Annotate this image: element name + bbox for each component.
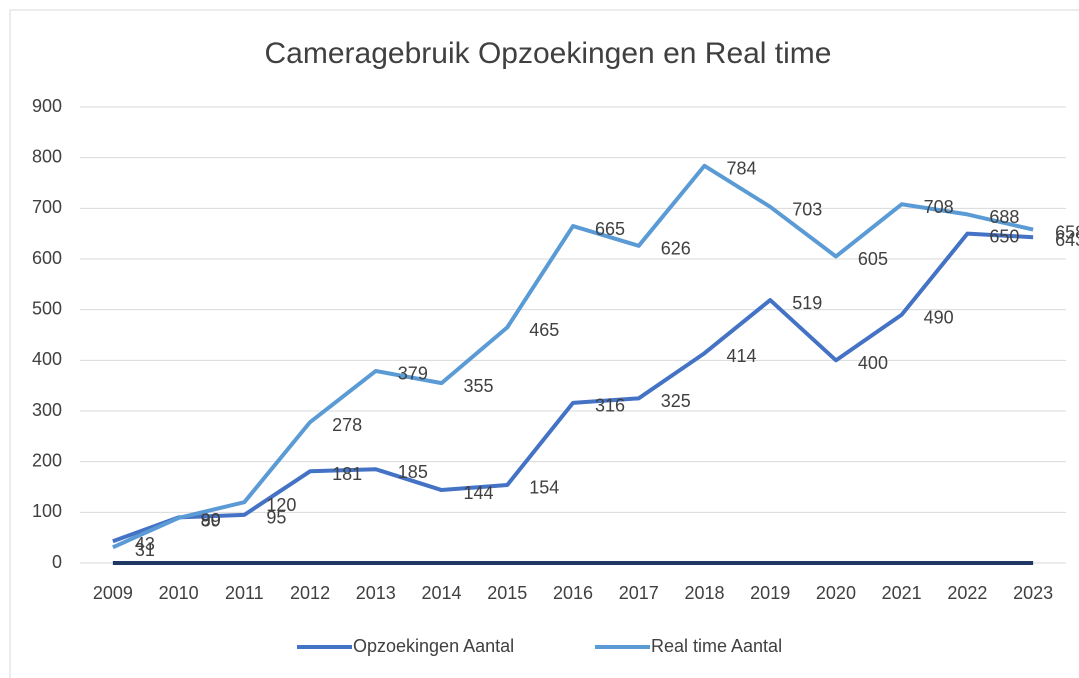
data-label: 708 bbox=[924, 197, 954, 217]
series-line bbox=[112, 163, 1034, 550]
data-label: 490 bbox=[924, 307, 954, 327]
x-tick-label: 2015 bbox=[487, 583, 527, 603]
data-label: 414 bbox=[726, 346, 756, 366]
data-label: 185 bbox=[398, 462, 428, 482]
chart-title: Cameragebruik Opzoekingen en Real time bbox=[265, 37, 832, 70]
data-label: 688 bbox=[989, 207, 1019, 227]
y-tick-label: 800 bbox=[32, 146, 62, 166]
data-label: 400 bbox=[858, 353, 888, 373]
data-label: 43 bbox=[135, 534, 155, 554]
data-label: 379 bbox=[398, 364, 428, 384]
x-tick-label: 2009 bbox=[93, 583, 133, 603]
x-tick-label: 2020 bbox=[816, 583, 856, 603]
y-tick-label: 500 bbox=[32, 298, 62, 318]
x-tick-label: 2017 bbox=[619, 583, 659, 603]
x-tick-label: 2018 bbox=[684, 583, 724, 603]
data-label: 31 bbox=[135, 540, 155, 560]
data-label: 181 bbox=[332, 464, 362, 484]
x-tick-label: 2012 bbox=[290, 583, 330, 603]
data-label: 658 bbox=[1055, 222, 1079, 242]
x-tick-label: 2013 bbox=[356, 583, 396, 603]
x-tick-label: 2021 bbox=[882, 583, 922, 603]
data-label: 120 bbox=[266, 495, 296, 515]
chart-frame bbox=[9, 9, 1079, 678]
data-label: 144 bbox=[464, 483, 494, 503]
y-tick-label: 700 bbox=[32, 197, 62, 217]
y-tick-label: 300 bbox=[32, 400, 62, 420]
data-label: 626 bbox=[661, 239, 691, 259]
data-label: 703 bbox=[792, 200, 822, 220]
x-tick-label: 2014 bbox=[422, 583, 462, 603]
series-line bbox=[112, 231, 1034, 544]
legend-label: Opzoekingen Aantal bbox=[353, 636, 514, 656]
x-tick-label: 2022 bbox=[947, 583, 987, 603]
x-tick-label: 2019 bbox=[750, 583, 790, 603]
data-label: 89 bbox=[201, 511, 221, 531]
y-tick-label: 900 bbox=[32, 96, 62, 116]
data-label: 90 bbox=[201, 510, 221, 530]
data-label: 665 bbox=[595, 219, 625, 239]
y-tick-label: 600 bbox=[32, 248, 62, 268]
y-tick-label: 0 bbox=[52, 552, 62, 572]
data-label: 605 bbox=[858, 249, 888, 269]
data-label: 316 bbox=[595, 396, 625, 416]
x-tick-label: 2023 bbox=[1013, 583, 1053, 603]
x-tick-label: 2011 bbox=[225, 583, 264, 603]
x-tick-label: 2010 bbox=[159, 583, 199, 603]
y-tick-label: 100 bbox=[32, 501, 62, 521]
data-label: 465 bbox=[529, 320, 559, 340]
data-label: 519 bbox=[792, 293, 822, 313]
y-tick-label: 200 bbox=[32, 450, 62, 470]
data-label: 643 bbox=[1055, 230, 1079, 250]
data-label: 95 bbox=[266, 508, 286, 528]
data-label: 784 bbox=[726, 159, 756, 179]
legend-label: Real time Aantal bbox=[651, 636, 782, 656]
data-label: 325 bbox=[661, 391, 691, 411]
data-label: 278 bbox=[332, 415, 362, 435]
data-label: 650 bbox=[989, 226, 1019, 246]
y-tick-label: 400 bbox=[32, 349, 62, 369]
data-label: 154 bbox=[529, 478, 559, 498]
x-tick-label: 2016 bbox=[553, 583, 593, 603]
data-label: 355 bbox=[464, 376, 494, 396]
